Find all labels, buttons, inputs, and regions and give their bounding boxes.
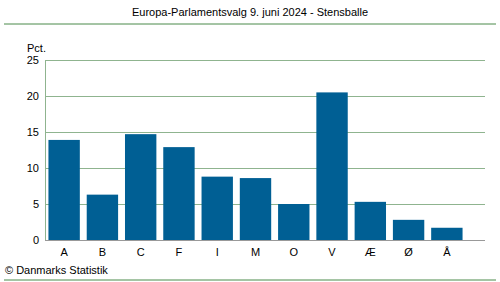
- x-tick-label: F: [176, 246, 183, 258]
- y-tick-label: 0: [33, 234, 39, 246]
- x-tick-label: M: [251, 246, 260, 258]
- bar: [355, 202, 386, 240]
- y-tick-label: 20: [27, 90, 39, 102]
- y-tick: 20: [27, 90, 45, 102]
- y-tick-label: 15: [27, 126, 39, 138]
- bar: [240, 178, 271, 240]
- bar: [202, 177, 233, 240]
- x-tick-label: V: [328, 246, 336, 258]
- bar: [431, 228, 462, 240]
- grid: [45, 60, 485, 240]
- x-tick: O: [289, 240, 298, 258]
- y-tick: 5: [33, 198, 45, 210]
- y-tick-label: 10: [27, 162, 39, 174]
- bar: [125, 134, 156, 240]
- footer-rule: [4, 280, 496, 281]
- x-axis-line: [45, 240, 485, 241]
- y-tick-label: 5: [33, 198, 39, 210]
- grid-line: [45, 60, 485, 61]
- y-axis-title: Pct.: [27, 42, 46, 54]
- x-tick-label: A: [60, 246, 68, 258]
- x-tick-label: Ø: [404, 246, 413, 258]
- x-tick: F: [176, 240, 183, 258]
- bar: [278, 204, 309, 240]
- x-tick-label: I: [216, 246, 219, 258]
- x-tick: Æ: [365, 240, 376, 258]
- y-tick: 25: [27, 54, 45, 66]
- grid-line: [45, 132, 485, 133]
- chart: Europa-Parlamentsvalg 9. juni 2024 - Ste…: [0, 0, 500, 282]
- bar: [163, 147, 194, 240]
- x-axis: ABCFIMOVÆØÅ: [45, 240, 485, 258]
- x-tick-label: B: [99, 246, 106, 258]
- x-tick: V: [328, 240, 336, 258]
- source: © Danmarks Statistik: [5, 264, 108, 276]
- x-tick-label: Æ: [365, 246, 376, 258]
- y-tick: 0: [33, 234, 45, 246]
- x-tick-label: O: [289, 246, 298, 258]
- x-tick: C: [137, 240, 145, 258]
- y-axis-line: [45, 61, 46, 241]
- y-tick-label: 25: [27, 54, 39, 66]
- y-tick: 10: [27, 162, 45, 174]
- bar: [48, 140, 79, 240]
- x-tick: I: [216, 240, 219, 258]
- bars: [48, 92, 462, 240]
- grid-line: [45, 168, 485, 169]
- x-tick-label: Å: [443, 246, 451, 258]
- x-tick-label: C: [137, 246, 145, 258]
- x-tick: M: [251, 240, 260, 258]
- y-tick: 15: [27, 126, 45, 138]
- bar: [316, 92, 347, 240]
- x-tick: Ø: [404, 240, 413, 258]
- y-axis: 0 5 10 15 20 25: [27, 54, 46, 246]
- x-tick: B: [99, 240, 106, 258]
- bar: [87, 195, 118, 240]
- grid-line: [45, 96, 485, 97]
- x-tick: A: [60, 240, 68, 258]
- x-tick: Å: [443, 240, 451, 258]
- header-rule: [4, 24, 496, 25]
- bar: [393, 220, 424, 240]
- title: Europa-Parlamentsvalg 9. juni 2024 - Ste…: [132, 6, 368, 18]
